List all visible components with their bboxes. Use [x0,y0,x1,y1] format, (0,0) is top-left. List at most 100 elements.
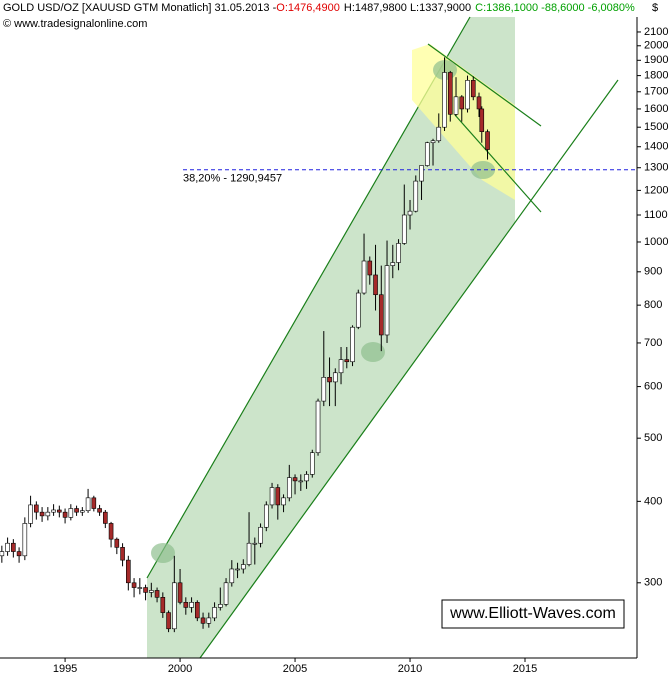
candle-body [51,509,56,513]
y-tick-label: 1700 [644,86,668,98]
candle-body [177,582,183,603]
candle-body [183,602,189,608]
candle-body [103,511,108,524]
candle-body [223,582,229,605]
candle-body [459,96,465,110]
y-unit: $ [652,2,658,14]
candle-body [309,452,315,475]
y-tick-label: 1300 [644,162,668,174]
candle-body [229,568,235,584]
candle-body [143,587,148,593]
y-tick-label: 500 [644,432,662,444]
candle-body [401,214,407,244]
candle-body [62,511,68,518]
x-tick-label: 2005 [283,663,307,675]
candle-body [367,260,373,276]
close-text: C:1386,1000 -88,6000 -6,0080% [475,2,635,14]
y-tick-label: 300 [644,577,662,589]
candle-body [97,508,102,513]
candle-body [315,400,321,454]
candle-body [149,590,154,593]
y-tick-label: 800 [644,299,662,311]
candle-body [442,72,447,128]
candle-body [344,359,350,363]
candle-body [281,497,286,506]
candle-body [74,508,79,513]
candle-body [327,376,332,383]
y-tick-label: 600 [644,380,662,392]
candle-body [338,359,344,374]
y-tick-label: 700 [644,337,662,349]
candle-body [172,582,177,630]
y-tick-label: 2100 [644,26,668,38]
touch-marker [361,342,385,362]
y-tick-label: 1500 [644,121,668,133]
touch-marker [151,543,175,563]
candle-body [321,376,327,402]
candle-body [91,497,97,509]
candle-body [355,292,361,328]
touch-marker [471,161,495,179]
correction-upper [427,43,542,127]
candle-body [11,542,16,552]
candle-body [476,96,482,110]
y-tick-label: 1600 [644,103,668,115]
x-tick-label: 2010 [398,663,422,675]
y-tick-label: 1200 [644,184,668,196]
x-tick-label: 2015 [513,663,537,675]
source: © www.tradesignalonline.com [3,18,147,30]
candle-body [137,587,143,589]
candle-body [453,96,459,115]
candle-body [263,504,269,528]
header-bg [0,0,670,16]
candle-body [131,582,137,588]
y-tick-label: 400 [644,495,662,507]
y-tick-label: 1800 [644,70,668,82]
candle-body [246,542,252,565]
candle-body [332,372,338,383]
x-tick-label: 2000 [168,663,192,675]
candle-body [206,617,212,624]
candle-body [235,568,240,571]
candle-body [45,511,51,517]
candle-body [479,108,485,132]
candle-body [120,547,125,561]
y-tick-label: 1100 [644,209,668,221]
candle-body [5,542,10,552]
watermark: www.Elliott-Waves.com [449,605,616,622]
candle-body [413,180,419,212]
candle-body [390,262,396,266]
candle-body [384,265,390,336]
candle-body [361,260,367,294]
candle-body [154,590,160,598]
candle-body [189,602,194,608]
candle-body [465,80,470,110]
candle-body [269,487,275,506]
correction-lower [454,114,542,213]
candle-body [39,511,45,517]
y-tick-label: 2000 [644,40,668,52]
candle-body [166,612,171,630]
candle-body [108,523,114,540]
hl-text: H:1487,9800 L:1337,9000 [344,2,471,14]
candle-body [396,243,401,263]
y-tick-label: 900 [644,266,662,278]
watermark-box [441,599,625,629]
candle-body [407,210,413,216]
candle-body [350,326,355,363]
candle-body [28,504,33,524]
candle-body [470,80,476,98]
candle-body [16,551,22,557]
candle-body [34,504,39,513]
candle-body [304,474,309,482]
candle-body [200,617,206,624]
candle-body [160,597,166,613]
candle-body [485,131,490,150]
candle-body [241,564,246,570]
candle-body [419,165,424,182]
y-tick-label: 1000 [644,236,668,248]
candle-body [0,551,5,557]
plot: 38,20% - 1290,9457 [0,57,637,633]
candle-body [373,274,378,296]
